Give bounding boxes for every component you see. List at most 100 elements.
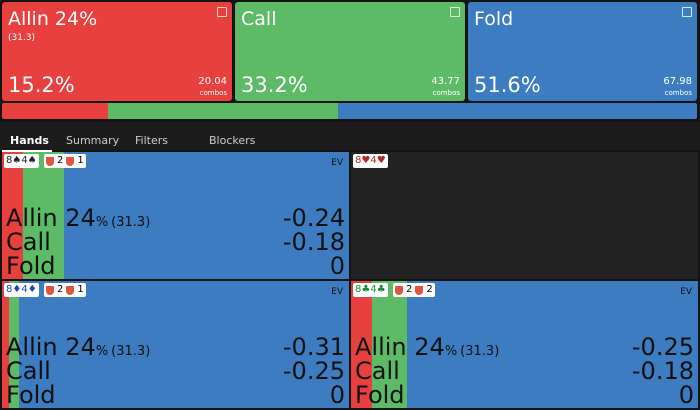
- blocker-count: 1: [77, 284, 84, 295]
- combos-label: combos: [664, 89, 692, 97]
- row-size: (31.3): [460, 344, 500, 359]
- blocker-count: 1: [77, 155, 84, 166]
- row-name: Fold: [6, 383, 56, 407]
- action-row: Call -0.18: [6, 230, 345, 254]
- icon: [217, 7, 227, 17]
- row-name: Allin 24% (31.3): [6, 335, 150, 364]
- row-ev: 0: [678, 381, 694, 408]
- blocker-count: 2: [426, 284, 433, 295]
- action-name: Fold: [474, 8, 514, 30]
- row-size: (31.3): [111, 344, 151, 359]
- freq-segment: [2, 281, 9, 408]
- action-row: Allin 24% (31.3) -0.25: [355, 335, 694, 359]
- row-name: Allin 24% (31.3): [355, 335, 499, 364]
- combos-label: combos: [432, 89, 460, 97]
- freq-segment: [22, 152, 65, 279]
- action-name: Allin 24%: [8, 8, 98, 30]
- row-label: Call: [6, 228, 51, 256]
- action-row: Fold 0: [355, 383, 694, 407]
- row-label: Allin 24: [355, 333, 445, 361]
- blocker-count: 2: [406, 284, 413, 295]
- combos: 20.04: [198, 76, 227, 87]
- freq-segment: [406, 281, 698, 408]
- action-card[interactable]: Fold 51.6% 67.98 combos: [468, 2, 697, 101]
- row-name: Call: [355, 359, 400, 383]
- freq-segment: [351, 281, 372, 408]
- action-row: Call -0.25: [6, 359, 345, 383]
- icon: [682, 7, 692, 17]
- row-size: (31.3): [111, 215, 151, 230]
- row-ev: -0.18: [631, 357, 694, 385]
- row-name: Allin 24% (31.3): [6, 206, 150, 235]
- hand-cell[interactable]: 8♦4♦ 2 1 EV Allin 24% (31.3) -0.31 Call -0.25 Fol…: [2, 281, 349, 408]
- frequency-strip: [2, 103, 697, 119]
- row-name: Fold: [6, 254, 56, 278]
- combos: 43.77: [431, 76, 460, 87]
- action-size: (31.3): [8, 33, 36, 43]
- row-label: Call: [6, 357, 51, 385]
- freq-segment: [2, 152, 23, 279]
- freq-segment: [64, 152, 349, 279]
- row-unit: %: [95, 215, 109, 230]
- hand-badge: 8♥4♥: [353, 154, 388, 168]
- row-label: Allin 24: [6, 333, 96, 361]
- ev-label: EV: [680, 287, 692, 297]
- shield-icon: [66, 156, 75, 166]
- tab[interactable]: Hands: [10, 134, 49, 147]
- freq-segment: [371, 281, 407, 408]
- action-card[interactable]: Allin 24% (31.3) 15.2% 20.04 combos: [2, 2, 232, 101]
- shield-icon: [415, 285, 424, 295]
- action-pct: 33.2%: [241, 73, 308, 97]
- action-row: Call -0.18: [355, 359, 694, 383]
- hand-freq: [351, 281, 698, 408]
- shield-icon: [66, 285, 75, 295]
- hand-cell[interactable]: 8♥4♥: [351, 152, 698, 279]
- hand-freq: [2, 152, 349, 279]
- tab-underline: [2, 150, 52, 152]
- shield-icon: [46, 156, 54, 166]
- hand-badge: 8♠4♠: [4, 154, 39, 168]
- row-name: Call: [6, 359, 51, 383]
- shield-icon: [395, 285, 403, 295]
- row-unit: %: [95, 344, 109, 359]
- action-row: Allin 24% (31.3) -0.24: [6, 206, 345, 230]
- strip-segment: [338, 103, 697, 119]
- action-name: Call: [241, 8, 277, 30]
- shield-icon: [46, 285, 54, 295]
- row-label: Fold: [6, 381, 56, 408]
- action-row: Allin 24% (31.3) -0.31: [6, 335, 345, 359]
- row-ev: 0: [329, 252, 345, 279]
- blocker-count: 2: [57, 284, 64, 295]
- row-ev: -0.25: [631, 333, 694, 361]
- ev-label: EV: [331, 287, 343, 297]
- strip-segment: [2, 103, 108, 119]
- action-row: Fold 0: [6, 383, 345, 407]
- tab[interactable]: Summary: [66, 134, 120, 147]
- row-unit: %: [444, 344, 458, 359]
- row-label: Call: [355, 357, 400, 385]
- ev-label: EV: [331, 158, 343, 168]
- row-label: Fold: [355, 381, 405, 408]
- combos: 67.98: [663, 76, 692, 87]
- freq-segment: [8, 281, 20, 408]
- tab[interactable]: Filters: [135, 134, 168, 147]
- strip-segment: [107, 103, 339, 119]
- blocker-count: 2: [57, 155, 64, 166]
- row-ev: -0.31: [282, 333, 345, 361]
- action-pct: 51.6%: [474, 73, 541, 97]
- row-name: Call: [6, 230, 51, 254]
- row-name: Fold: [355, 383, 405, 407]
- row-ev: -0.24: [282, 204, 345, 232]
- action-card[interactable]: Call 33.2% 43.77 combos: [235, 2, 465, 101]
- hand-cell[interactable]: 8♠4♠ 2 1 EV Allin 24% (31.3) -0.24 Call -0.18 Fol…: [2, 152, 349, 279]
- action-row: Fold 0: [6, 254, 345, 278]
- hand-badge: 8♦4♦: [4, 283, 39, 297]
- row-ev: -0.25: [282, 357, 345, 385]
- tab-bar: [0, 122, 700, 150]
- hand-cell[interactable]: 8♣4♣ 2 2 EV Allin 24% (31.3) -0.25 Call -0.18 Fol…: [351, 281, 698, 408]
- tab[interactable]: Blockers: [209, 134, 256, 147]
- freq-segment: [19, 281, 349, 408]
